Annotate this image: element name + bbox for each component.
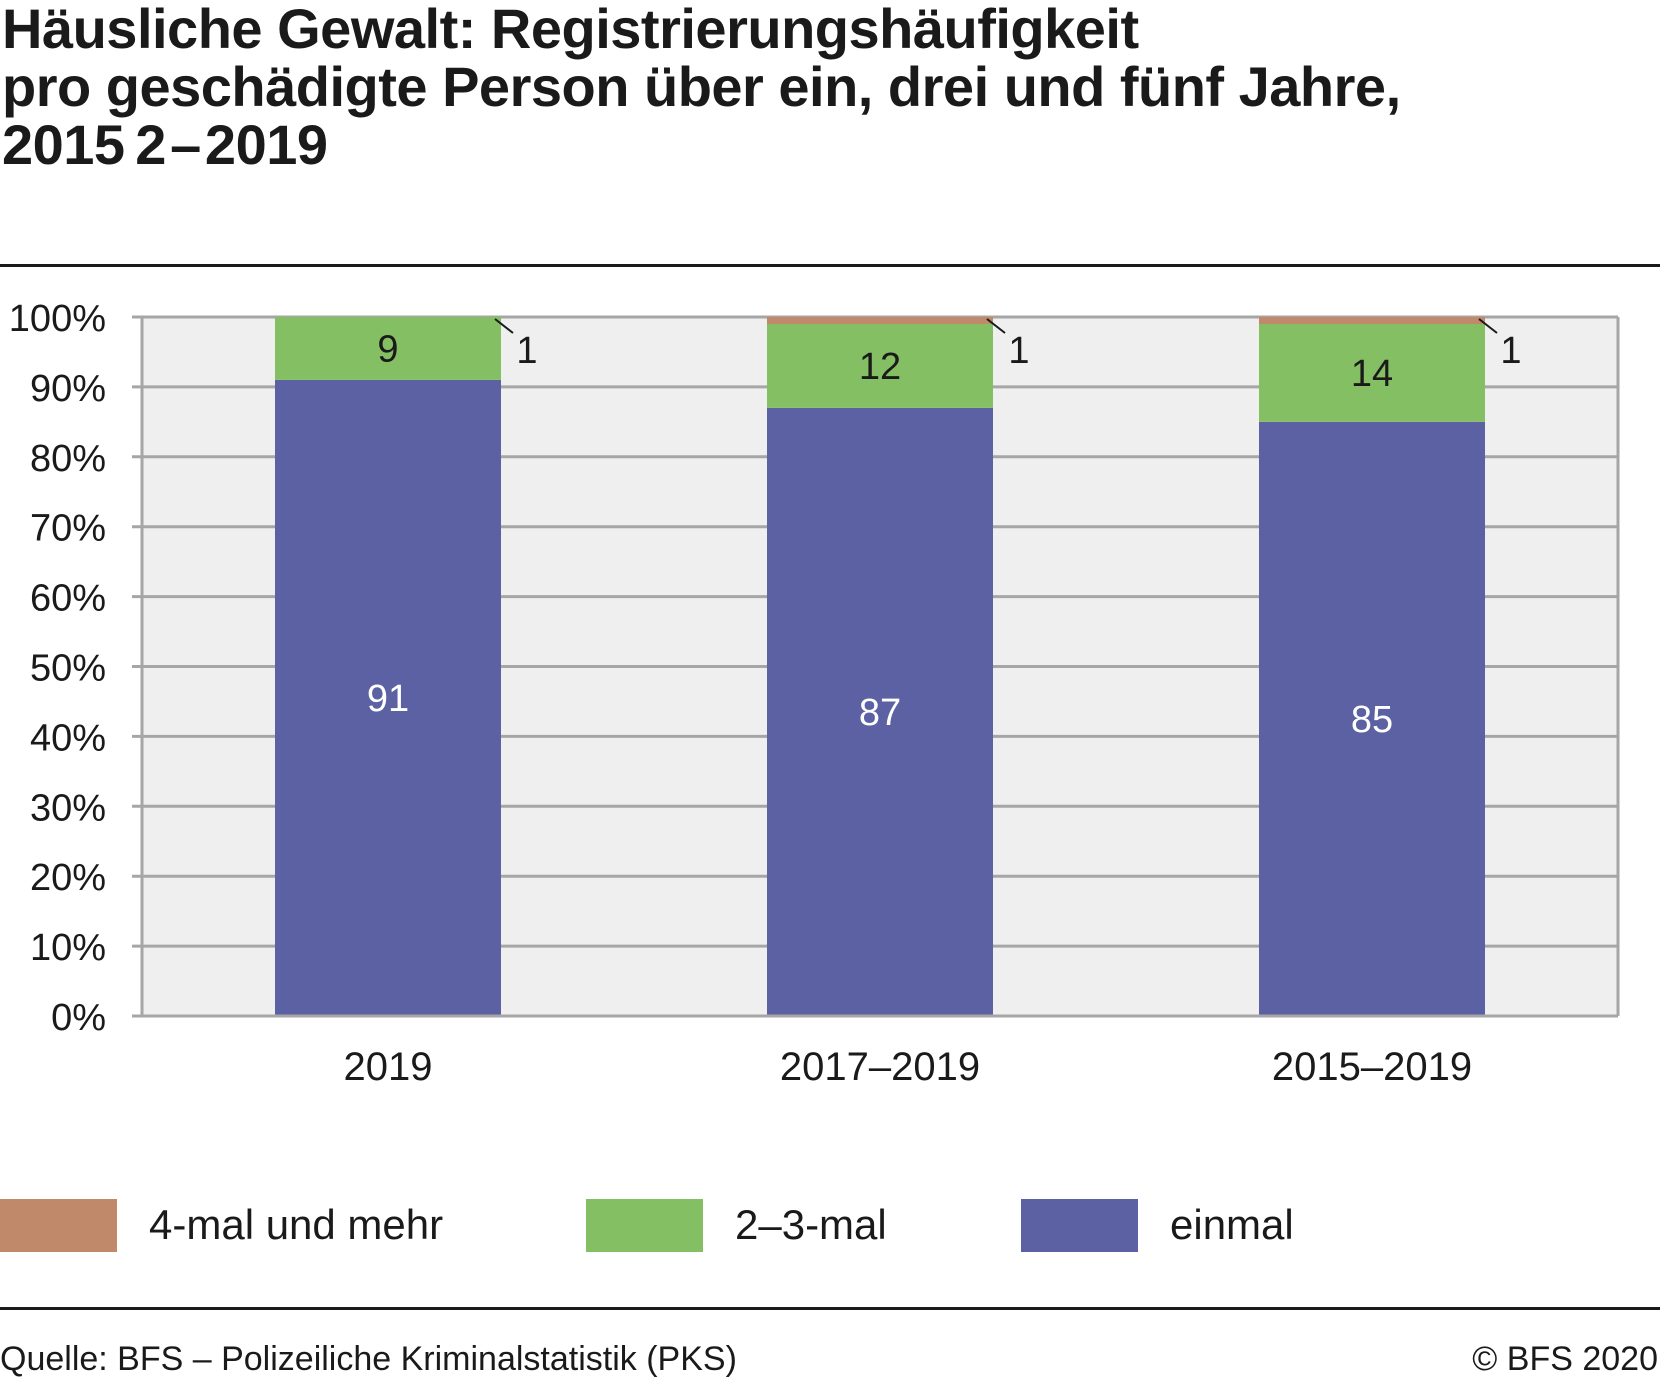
legend-label: 2–3-mal <box>735 1201 887 1248</box>
chart-title-line-3: 2015 2 – 2019 <box>2 113 328 176</box>
y-tick-label: 70% <box>30 508 106 550</box>
data-label: 9 <box>377 328 398 370</box>
bar-2-3-mal <box>1259 323 1485 422</box>
footer-divider <box>0 1307 1660 1310</box>
x-tick-label: 2017–2019 <box>780 1045 980 1089</box>
chart-title-line-1: Häusliche Gewalt: Registrierungshäufigke… <box>2 0 1139 60</box>
data-label: 1 <box>1008 330 1029 372</box>
legend-label: 4-mal und mehr <box>149 1201 444 1248</box>
data-label-leader <box>494 318 514 334</box>
bar-2-3-mal <box>275 317 501 380</box>
stacked-bar-chart: 0% 10% 20% 30% 40% 50% 60% 70% 80% 90% 100% 2019 201… <box>9 298 1620 1089</box>
bar-einmal <box>275 379 501 1016</box>
data-label-leader <box>986 318 1006 334</box>
y-tick-label: 10% <box>30 927 106 969</box>
chart-title: Häusliche Gewalt: Registrierungshäufigke… <box>2 0 1401 174</box>
source-note: Quelle: BFS – Polizeiliche Kriminalstati… <box>0 1340 737 1378</box>
y-tick-label: 0% <box>51 997 106 1039</box>
legend-item-4-mal-und-mehr: 4-mal und mehr <box>0 1198 443 1252</box>
data-label: 14 <box>1351 353 1393 395</box>
legend-swatch-4-mal-und-mehr <box>0 1198 117 1252</box>
copyright-note: © BFS 2020 <box>1472 1340 1658 1378</box>
y-tick-label: 30% <box>30 787 106 829</box>
bar-einmal <box>767 407 993 1016</box>
y-tick-label: 50% <box>30 648 106 690</box>
data-label: 91 <box>367 678 409 720</box>
legend-item-2-3-mal: 2–3-mal <box>586 1198 887 1252</box>
bar-einmal <box>1259 421 1485 1017</box>
y-tick-label: 100% <box>9 298 106 340</box>
data-label: 12 <box>859 346 901 388</box>
bar-4-mal-und-mehr <box>1259 317 1485 324</box>
bar-4-mal-und-mehr <box>767 317 993 324</box>
y-tick-label: 80% <box>30 438 106 480</box>
data-label: 87 <box>859 692 901 734</box>
data-label: 1 <box>516 330 537 372</box>
data-label-leader <box>1478 318 1498 334</box>
title-divider <box>0 264 1660 267</box>
legend-swatch-einmal <box>1021 1198 1138 1252</box>
x-tick-label: 2015–2019 <box>1272 1045 1472 1089</box>
y-tick-label: 40% <box>30 717 106 759</box>
legend-item-einmal: einmal <box>1021 1198 1294 1252</box>
y-tick-label: 20% <box>30 857 106 899</box>
chart-legend: 4-mal und mehr 2–3-mal einmal <box>0 1198 1660 1254</box>
data-label: 1 <box>1500 330 1521 372</box>
legend-swatch-2-3-mal <box>586 1198 703 1252</box>
y-tick-label: 60% <box>30 578 106 620</box>
legend-label: einmal <box>1170 1201 1294 1248</box>
chart-title-line-2: pro geschädigte Person über ein, drei un… <box>2 55 1401 118</box>
bar-2-3-mal <box>767 323 993 408</box>
x-tick-label: 2019 <box>344 1045 433 1089</box>
data-label: 85 <box>1351 699 1393 741</box>
y-tick-label: 90% <box>30 368 106 410</box>
